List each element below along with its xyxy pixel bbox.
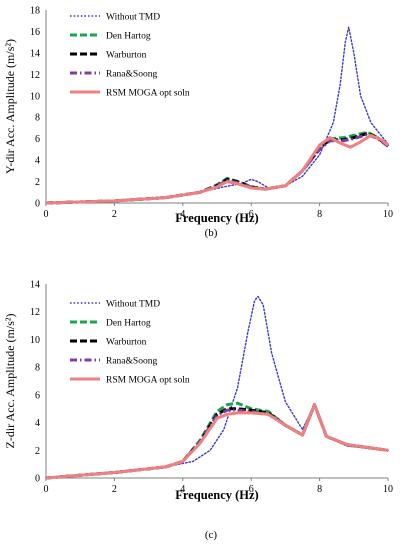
y-tick-label: 12 [30, 70, 40, 81]
y-tick-label: 10 [30, 91, 40, 102]
legend-label: Den Hartog [106, 32, 151, 42]
x-axis-label: Frequency (Hz) [175, 488, 258, 502]
legend-label: Den Hartog [106, 319, 151, 329]
legend-label: Warburton [106, 338, 147, 348]
x-tick-label: 10 [383, 484, 393, 495]
y-tick-label: 0 [35, 199, 40, 210]
chart-y-direction: 0 2 4 6 8 10 12 14 16 18 0 2 4 6 8 10 Frequency (Hz) Y-di… [3, 6, 393, 240]
y-tick-label: 16 [30, 27, 40, 38]
x-tick-label: 8 [317, 484, 322, 495]
legend-label: Without TMD [106, 300, 160, 310]
y-axis-label: Z-dir Acc. Amplitude (m/s²) [3, 314, 17, 449]
x-tick-label: 6 [249, 484, 254, 495]
x-tick-label: 2 [112, 484, 117, 495]
x-tick-label: 0 [44, 209, 49, 220]
legend-label: Warburton [106, 51, 147, 61]
figure-caption: (c) [205, 529, 218, 541]
y-tick-label: 2 [35, 446, 40, 457]
y-tick-label: 18 [30, 6, 40, 17]
series-line-2 [45, 131, 389, 205]
x-tick-label: 4 [180, 484, 185, 495]
x-tick-label: 8 [317, 209, 322, 220]
legend-label: Without TMD [106, 13, 160, 23]
y-tick-label: 14 [30, 48, 40, 59]
y-tick-label: 8 [35, 113, 40, 124]
legend-label: RSM MOGA opt soln [106, 89, 190, 99]
chart-z-direction: 0 2 4 6 8 10 12 14 0 2 4 6 8 10 Frequency (Hz) Z-dir Ac… [3, 280, 393, 542]
series-line-4 [45, 133, 389, 205]
y-tick-label: 4 [35, 156, 40, 167]
x-tick-label: 4 [180, 209, 185, 220]
series-line-4 [45, 403, 389, 480]
series-line-0 [45, 26, 389, 204]
legend-label: Rana&Soong [106, 70, 157, 80]
y-tick-label: 4 [35, 418, 40, 429]
y-tick-label: 8 [35, 363, 40, 374]
y-tick-label: 6 [35, 134, 40, 145]
y-tick-label: 6 [35, 390, 40, 401]
figure-caption: (b) [205, 227, 218, 239]
legend-label: Rana&Soong [106, 357, 157, 367]
y-tick-label: 12 [30, 307, 40, 318]
series-line-0 [45, 295, 389, 479]
y-tick-label: 14 [30, 280, 40, 291]
y-axis-label: Y-dir Acc. Amplitude (m/s²) [3, 39, 17, 174]
x-tick-label: 6 [249, 209, 254, 220]
x-axis-label: Frequency (Hz) [175, 211, 258, 225]
series-line-3 [45, 132, 389, 205]
legend-label: RSM MOGA opt soln [106, 376, 190, 386]
y-tick-label: 10 [30, 335, 40, 346]
x-tick-label: 10 [383, 209, 393, 220]
y-tick-label: 2 [35, 177, 40, 188]
x-tick-label: 0 [44, 484, 49, 495]
x-tick-label: 2 [112, 209, 117, 220]
y-tick-label: 0 [35, 474, 40, 485]
